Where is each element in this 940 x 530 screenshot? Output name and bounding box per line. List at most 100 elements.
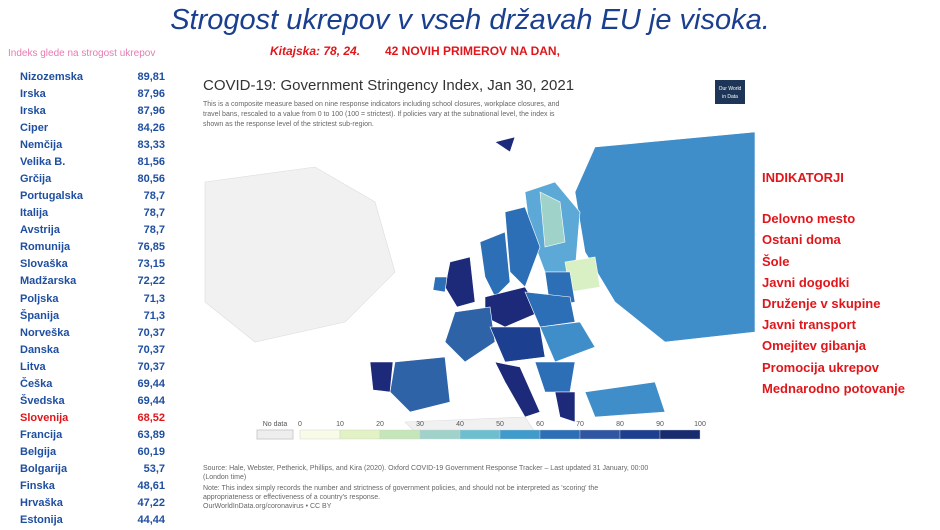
indicator-item: Ostani doma xyxy=(762,232,841,248)
indicator-item: Delovno mesto xyxy=(762,211,856,227)
country-value: 89,81 xyxy=(137,71,165,83)
country-name: Romunija xyxy=(20,241,71,254)
country-value: 53,7 xyxy=(143,462,165,475)
logo xyxy=(715,80,745,104)
country-value: 70,37 xyxy=(137,343,165,356)
country-value: 69,44 xyxy=(137,394,165,407)
note: 42 NOVIH PRIMEROV NA DAN, xyxy=(385,44,560,58)
indicator-item: Promocija ukrepov xyxy=(762,359,880,375)
legend-swatch xyxy=(579,429,621,440)
country-name: Danska xyxy=(20,343,60,356)
map-description: This is a composite measure based on nin… xyxy=(203,101,560,108)
legend-tick-label: 80 xyxy=(616,421,624,428)
legend-swatch xyxy=(619,429,661,440)
country-name: Belgija xyxy=(20,445,57,458)
legend-tick-label: 70 xyxy=(576,421,584,428)
country-name: Hrvaška xyxy=(20,497,63,509)
map-chart: COVID-19: Government Stringency Index, J… xyxy=(203,77,755,510)
country-name: Španija xyxy=(20,309,60,322)
country-value: 87,96 xyxy=(137,88,165,101)
country-name: Bolgarija xyxy=(20,462,68,475)
country-value: 87,96 xyxy=(137,105,165,118)
country-value: 78,7 xyxy=(143,224,165,237)
country-value: 70,37 xyxy=(137,326,165,339)
country-name: Litva xyxy=(20,360,46,373)
map-shapes xyxy=(204,131,755,433)
map-title: COVID-19: Government Stringency Index, J… xyxy=(203,77,574,94)
map-description: shown as the response level of the stric… xyxy=(203,121,374,128)
subtitle: Indeks glede na strogost ukrepov xyxy=(8,48,156,59)
source: Note: This index simply records the numb… xyxy=(203,485,598,492)
legend-tick-label: 40 xyxy=(456,421,464,428)
country-value: 78,7 xyxy=(143,190,165,203)
country-value: 73,15 xyxy=(137,258,165,271)
legend-swatch xyxy=(459,429,501,440)
indicator-heading: INDIKATORJI xyxy=(762,170,844,185)
map-description: travel bans, rescaled to a value from 0 … xyxy=(203,111,555,118)
country-name: Švedska xyxy=(20,394,65,407)
country-value: 68,52 xyxy=(137,411,165,424)
country-value: 72,22 xyxy=(137,275,165,288)
country-name: Grčija xyxy=(20,173,52,186)
country-value: 76,85 xyxy=(137,241,165,254)
legend-tick-label: 0 xyxy=(298,421,302,428)
indicator-item: Javni transport xyxy=(762,317,856,333)
country-name: Velika B. xyxy=(20,156,66,169)
legend-tick-label: 30 xyxy=(416,421,424,428)
legend-swatch xyxy=(299,429,341,440)
source: (London time) xyxy=(203,474,246,481)
country-value: 70,37 xyxy=(137,360,165,373)
source: appropriateness or effectiveness of a co… xyxy=(203,494,380,501)
country-name: Slovenija xyxy=(20,411,69,424)
legend-tick-label: 10 xyxy=(336,421,344,428)
country-value: 81,56 xyxy=(137,156,165,169)
country-name: Finska xyxy=(20,479,55,492)
legend-tick-label: 90 xyxy=(656,421,664,428)
country-name: Madžarska xyxy=(20,275,77,288)
legend-swatch xyxy=(539,429,581,440)
indicator-list: INDIKATORJI Delovno mesto Ostani doma Šole… xyxy=(762,170,905,402)
slide-title: Strogost ukrepov v vseh državah EU je vi… xyxy=(170,4,770,36)
legend-tick-label: 20 xyxy=(376,421,384,428)
source: Source: Hale, Webster, Petherick, Philli… xyxy=(203,465,648,472)
indicator-item: Javni dogodki xyxy=(762,274,850,290)
country-value: 47,22 xyxy=(137,497,165,509)
legend: No data 0 10 20 30 40 50 60 70 80 90 100 xyxy=(256,421,706,440)
country-name: Nizozemska xyxy=(20,71,83,83)
legend-tick-label: 60 xyxy=(536,421,544,428)
source: OurWorldInData.org/coronavirus • CC BY xyxy=(203,503,332,510)
indicator-item: Šole xyxy=(762,253,790,269)
country-value: 69,44 xyxy=(137,377,165,390)
country-value: 80,56 xyxy=(137,173,165,186)
logo-text: in Data xyxy=(722,94,738,100)
country-name: Avstrija xyxy=(20,224,60,237)
country-name: Češka xyxy=(20,377,53,390)
indicator-item: Mednarodno potovanje xyxy=(762,380,905,396)
indicator-item: Omejitev gibanja xyxy=(762,338,867,354)
country-value: 78,7 xyxy=(143,207,165,220)
note: Kitajska: 78, 24. xyxy=(270,44,361,58)
legend-swatch xyxy=(339,429,381,440)
country-name: Nemčija xyxy=(20,139,63,152)
legend-swatch xyxy=(419,429,461,440)
country-value: 84,26 xyxy=(137,122,165,135)
country-name: Irska xyxy=(20,88,46,101)
no-data-label: No data xyxy=(263,421,288,428)
legend-tick-label: 50 xyxy=(496,421,504,428)
country-name: Estonija xyxy=(20,514,63,527)
no-data-swatch xyxy=(256,429,294,440)
legend-tick-label: 100 xyxy=(694,421,706,428)
country-value: 44,44 xyxy=(137,514,165,527)
country-name: Poljska xyxy=(20,292,59,305)
country-name: Francija xyxy=(20,428,63,441)
indicator-item: Druženje v skupine xyxy=(762,295,881,311)
legend-swatch xyxy=(659,429,701,440)
country-value: 63,89 xyxy=(137,428,165,441)
country-name: Portugalska xyxy=(20,190,83,203)
country-value: 83,33 xyxy=(137,139,165,152)
country-value: 48,61 xyxy=(137,479,165,492)
country-value: 71,3 xyxy=(143,309,165,322)
country-name: Slovaška xyxy=(20,258,68,271)
country-value: 60,19 xyxy=(137,445,165,458)
legend-swatch xyxy=(499,429,541,440)
